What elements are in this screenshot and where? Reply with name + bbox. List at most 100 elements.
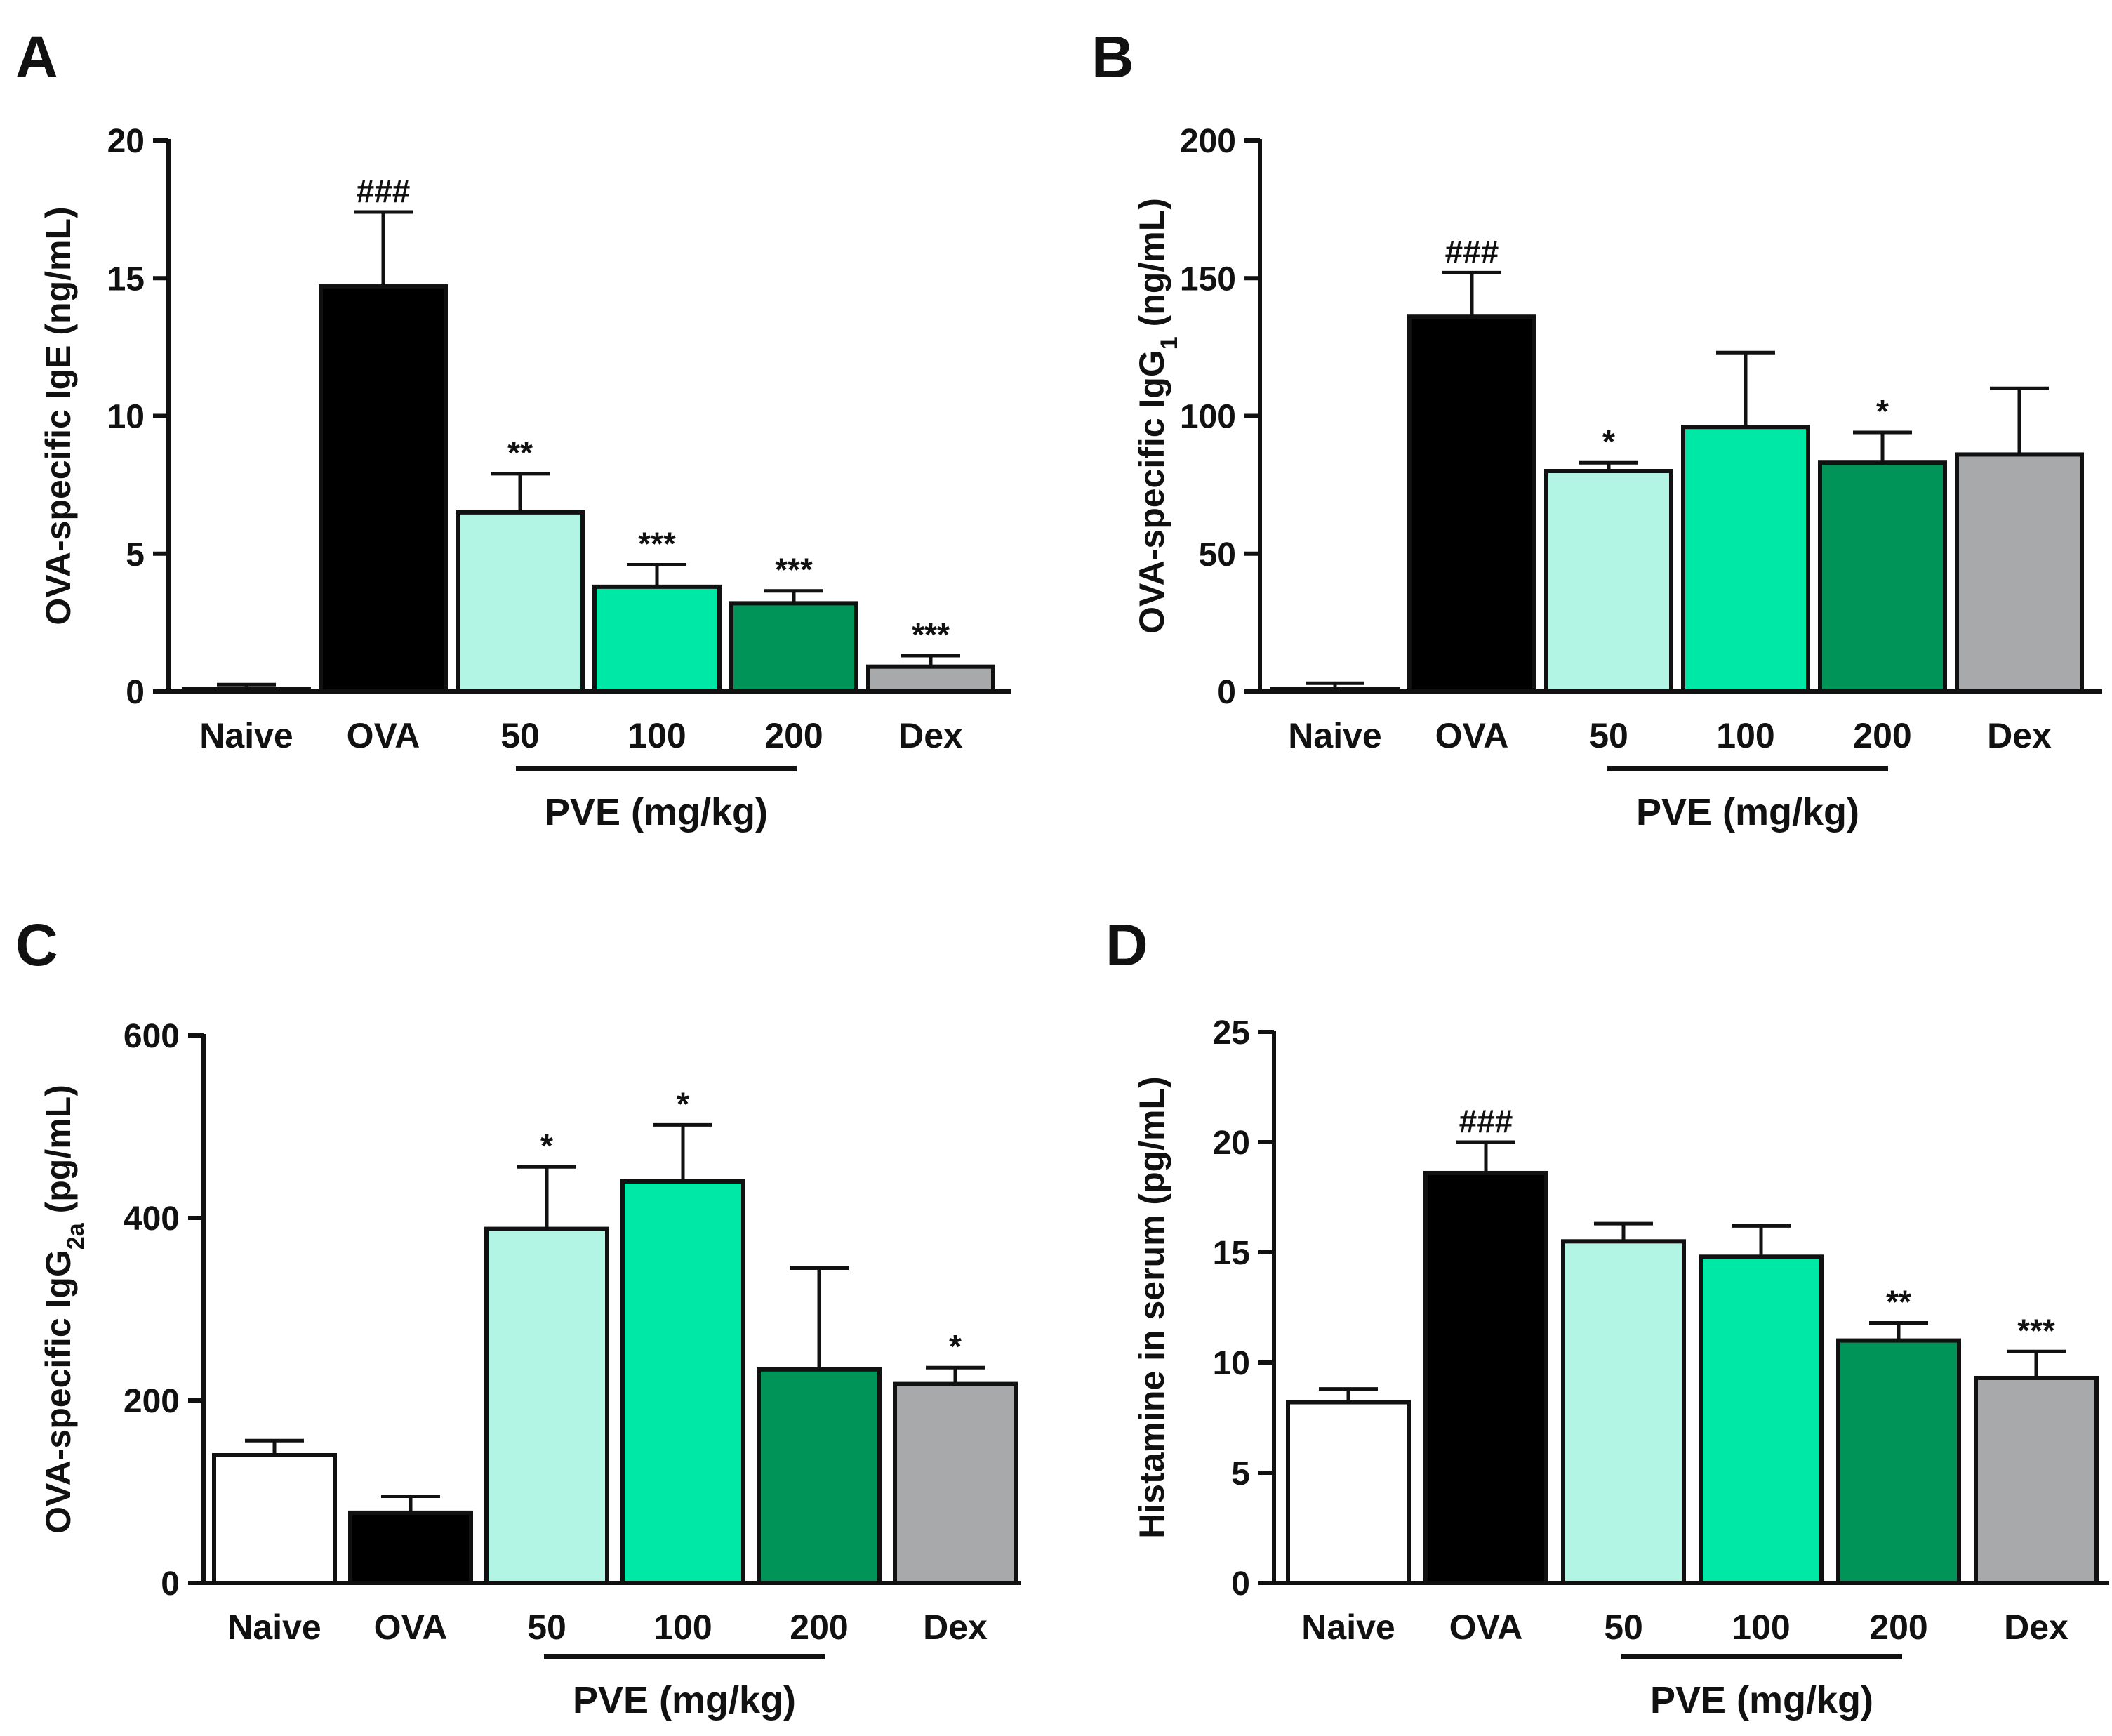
panel-b-ytick-label: 50 [1199,536,1236,574]
panel-c-bar-50 [484,1226,609,1585]
panel-b-bar-200 [1818,460,1947,694]
panel-c-category-label: 50 [527,1608,566,1647]
panel-c-significance-mark: * [540,1127,553,1164]
panel-a-bar-50 [456,510,585,694]
panel-a: A 0 5 10 15 20 Naive ### OVA ** 50 *** 100 *** 200 *** D… [15,24,1011,833]
panel-c-category-label: 100 [653,1608,712,1647]
panel-d-bar-naive [1286,1400,1411,1586]
panel-d-bar-50 [1561,1239,1686,1586]
panel-c-significance-mark: * [677,1085,689,1122]
panel-c-bar-100 [620,1179,745,1585]
panel-b-bar-50 [1544,469,1673,694]
panel-d-significance-mark: ** [1886,1283,1911,1320]
panel-c-bar-dex [893,1381,1018,1585]
panel-d-category-label: 200 [1869,1608,1927,1647]
panel-b-category-label: Dex [1987,716,2052,755]
panel-a-group-label: PVE (mg/kg) [545,791,768,833]
panel-d-y-axis-title-part: Histamine in serum (pg/mL) [1132,1076,1171,1538]
panel-a-ytick-label: 5 [126,536,145,574]
panel-d-ytick-label: 0 [1231,1565,1250,1603]
panel-d-ytick-label: 15 [1213,1235,1250,1272]
panel-a-significance-mark: *** [912,616,950,653]
panel-d-bar-200 [1836,1338,1961,1585]
panel-d-category-label: Dex [2004,1608,2068,1647]
panel-a-bar-dex [866,664,995,694]
panel-b-category-label: OVA [1435,716,1509,755]
panel-b-y-axis-title-part: (ng/mL) [1132,198,1171,336]
panel-b-significance-mark: * [1876,393,1889,430]
panel-d-ytick-label: 10 [1213,1345,1250,1382]
panel-d-significance-mark: *** [2017,1312,2055,1349]
panel-a-bar-100 [592,584,722,694]
panel-b-ytick-label: 100 [1180,399,1236,436]
panel-c-letter: C [15,912,58,978]
panel-b-significance-mark: * [1602,423,1615,460]
panel-a-ytick-label: 0 [126,674,145,711]
panel-b-ytick-label: 150 [1180,260,1236,298]
panel-b-ytick-label: 0 [1217,674,1236,711]
panel-a-significance-mark: ** [507,435,533,471]
panel-d-bar-100 [1699,1254,1824,1586]
panel-d-y-axis-title: Histamine in serum (pg/mL) [1132,1076,1171,1538]
panel-c-ytick-label: 200 [124,1383,180,1420]
panel-b-significance-mark: ### [1445,233,1499,270]
panel-a-category-label: Naive [199,716,293,755]
panel-a-bar-ova [319,284,448,694]
panel-a-significance-mark: *** [775,552,813,588]
panel-a-y-axis-title-part: OVA-specific IgE (ng/mL) [39,206,78,625]
panel-d-category-label: 50 [1604,1608,1643,1647]
panel-c-ytick-label: 0 [161,1565,180,1603]
panel-c-category-label: Naive [227,1608,321,1647]
panel-c-y-axis-title-part: 2a [62,1222,89,1250]
panel-d-bar-dex [1974,1375,2099,1585]
panel-c-bar-naive [212,1453,337,1585]
panel-c-y-axis-title: OVA-specific IgG2a (pg/mL) [39,1085,89,1534]
panel-b-bar-naive [1270,687,1400,694]
panel-c-ytick-label: 600 [124,1018,180,1055]
panel-d-ytick-label: 5 [1231,1455,1250,1492]
panel-b: B 0 50 100 150 200 Naive ### OVA * 50 100 * 200 Dex PVE… [1091,24,2102,833]
panel-b-bar-ova [1407,314,1536,694]
panel-a-y-axis-title: OVA-specific IgE (ng/mL) [39,206,78,625]
panel-b-group-label: PVE (mg/kg) [1636,791,1859,833]
panel-b-category-label: 200 [1853,716,1911,755]
panel-d-category-label: OVA [1449,1608,1523,1647]
panel-b-bar-dex [1955,452,2084,694]
panel-c: C 0 200 400 600 Naive OVA * 50 * 100 200 * Dex PVE (mg… [15,912,1021,1721]
panel-b-bar-100 [1681,425,1810,694]
panel-c-bar-200 [757,1367,882,1586]
panel-c-category-label: Dex [923,1608,988,1647]
panel-a-bar-200 [729,601,858,694]
panel-b-y-axis-title-part: OVA-specific IgG [1132,350,1171,634]
panel-b-y-axis-title-part: 1 [1156,336,1183,350]
panel-d-group-label: PVE (mg/kg) [1650,1679,1873,1721]
panel-a-letter: A [15,24,58,90]
panel-d-ytick-label: 25 [1213,1014,1250,1052]
panel-d-ytick-label: 20 [1213,1125,1250,1162]
panel-b-y-axis-title: OVA-specific IgG1 (ng/mL) [1132,198,1183,634]
panel-a-ytick-label: 15 [107,260,145,298]
panel-a-ytick-label: 10 [107,399,145,436]
panel-a-category-label: 100 [627,716,686,755]
panel-d-category-label: 100 [1732,1608,1790,1647]
panel-d-letter: D [1105,912,1148,978]
panel-d: D 0 5 10 15 20 25 Naive ### OVA 50 100 ** 200 *** Dex PV… [1105,912,2109,1721]
panel-c-y-axis-title-part: OVA-specific IgG [39,1250,78,1534]
panel-c-category-label: 200 [790,1608,848,1647]
panel-d-bar-ova [1423,1170,1548,1585]
panel-a-category-label: Dex [898,716,963,755]
panel-c-significance-mark: * [949,1328,962,1365]
panel-c-category-label: OVA [374,1608,448,1647]
panel-a-category-label: OVA [347,716,420,755]
panel-b-category-label: 50 [1589,716,1628,755]
panel-a-bar-naive [182,687,311,694]
panel-d-category-label: Naive [1301,1608,1395,1647]
panel-c-ytick-label: 400 [124,1200,180,1238]
panel-a-category-label: 50 [500,716,540,755]
panel-d-significance-mark: ### [1459,1103,1513,1139]
panel-a-significance-mark: ### [357,173,411,209]
panel-b-ytick-label: 200 [1180,123,1236,160]
panel-c-group-label: PVE (mg/kg) [573,1679,796,1721]
panel-b-category-label: 100 [1716,716,1774,755]
